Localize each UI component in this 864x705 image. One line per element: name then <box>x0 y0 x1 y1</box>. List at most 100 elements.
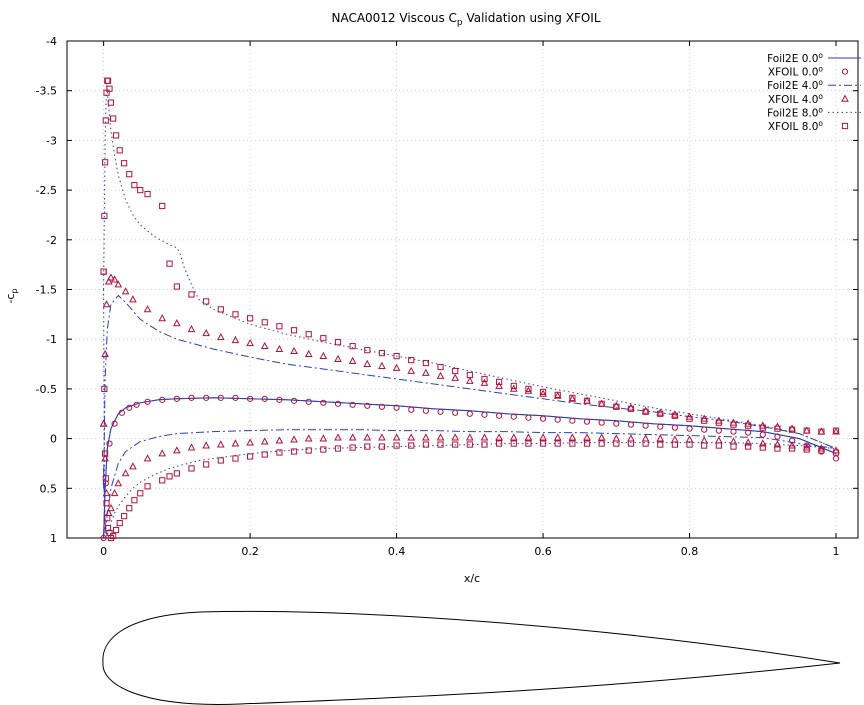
data-point <box>246 438 254 446</box>
data-point <box>246 338 254 347</box>
data-point <box>452 441 459 448</box>
data-point <box>393 352 400 360</box>
data-point <box>452 409 459 416</box>
data-point <box>583 433 591 441</box>
data-point <box>569 394 576 401</box>
data-point <box>100 268 107 275</box>
data-point <box>568 394 577 402</box>
data-point <box>216 440 225 448</box>
data-point <box>525 440 532 447</box>
data-point <box>583 397 591 404</box>
y-tick-label: -2 <box>46 234 57 247</box>
data-point <box>217 394 224 401</box>
data-point <box>598 440 605 447</box>
data-point <box>437 408 444 415</box>
data-point <box>114 479 123 487</box>
data-point <box>656 408 665 416</box>
data-point <box>305 398 312 405</box>
data-point <box>569 440 576 447</box>
data-point <box>774 445 781 452</box>
data-point <box>101 159 109 166</box>
data-point <box>166 260 173 267</box>
data-point <box>832 455 840 462</box>
y-tick-label: -3 <box>46 134 57 147</box>
data-point <box>451 373 460 381</box>
data-point <box>393 404 400 411</box>
data-point <box>232 311 239 318</box>
data-point <box>730 421 737 428</box>
data-point <box>496 378 503 386</box>
data-point <box>437 363 444 371</box>
data-point <box>539 440 547 447</box>
data-point <box>568 433 577 441</box>
data-point <box>144 483 151 490</box>
y-tick-label: -1.5 <box>36 284 57 297</box>
data-point <box>173 446 181 454</box>
data-point <box>422 407 429 414</box>
data-point <box>143 454 152 462</box>
legend-label: Foil2E 4.0o <box>767 78 823 92</box>
data-point <box>173 395 180 402</box>
data-point <box>304 434 313 442</box>
data-point <box>671 424 678 431</box>
data-point <box>334 433 342 441</box>
data-point <box>364 347 371 354</box>
data-point <box>349 343 356 350</box>
data-point <box>276 396 283 403</box>
data-point <box>111 420 118 427</box>
data-point <box>715 442 722 449</box>
data-point <box>107 503 115 512</box>
data-point <box>569 417 576 424</box>
data-point <box>232 455 239 462</box>
data-point <box>334 339 342 346</box>
data-point <box>642 408 649 415</box>
data-point <box>101 212 108 220</box>
data-point <box>437 441 444 448</box>
data-point <box>466 410 473 417</box>
x-tick-label: 0.4 <box>388 545 406 558</box>
data-point <box>305 331 312 338</box>
chart-title-subscript: p <box>457 18 463 28</box>
data-point <box>202 328 210 337</box>
data-point <box>759 424 766 431</box>
data-point <box>216 332 225 341</box>
data-point <box>583 418 591 425</box>
data-point <box>509 433 518 441</box>
data-point <box>495 381 503 389</box>
data-point <box>451 433 460 441</box>
data-point <box>803 446 810 453</box>
y-tick-label: -0.5 <box>36 383 57 396</box>
data-point <box>217 457 224 464</box>
data-point <box>104 515 111 522</box>
data-point <box>247 453 254 460</box>
data-point <box>261 319 268 326</box>
data-point <box>701 426 708 433</box>
data-point <box>247 395 254 402</box>
data-point <box>452 367 459 375</box>
data-point <box>408 406 415 413</box>
data-point <box>788 426 796 433</box>
data-point <box>188 465 195 472</box>
data-point <box>701 417 708 424</box>
data-point <box>144 190 151 198</box>
data-point <box>319 434 328 442</box>
data-point <box>102 300 111 308</box>
data-point <box>803 442 810 449</box>
data-point <box>121 287 130 295</box>
data-point <box>657 410 664 417</box>
data-point <box>173 470 180 477</box>
data-point <box>261 451 268 458</box>
data-point <box>378 403 386 410</box>
data-point <box>231 335 240 344</box>
y-tick-label: -2.5 <box>36 184 57 197</box>
x-tick-label: 0.8 <box>681 545 699 558</box>
data-point <box>188 291 195 298</box>
data-point <box>481 411 488 418</box>
data-point <box>363 359 372 367</box>
data-point <box>539 433 547 441</box>
legend-label: XFOIL 0.0o <box>768 65 823 79</box>
data-point <box>657 441 664 448</box>
y-tick-label: 0 <box>50 433 57 446</box>
data-point <box>349 444 356 451</box>
